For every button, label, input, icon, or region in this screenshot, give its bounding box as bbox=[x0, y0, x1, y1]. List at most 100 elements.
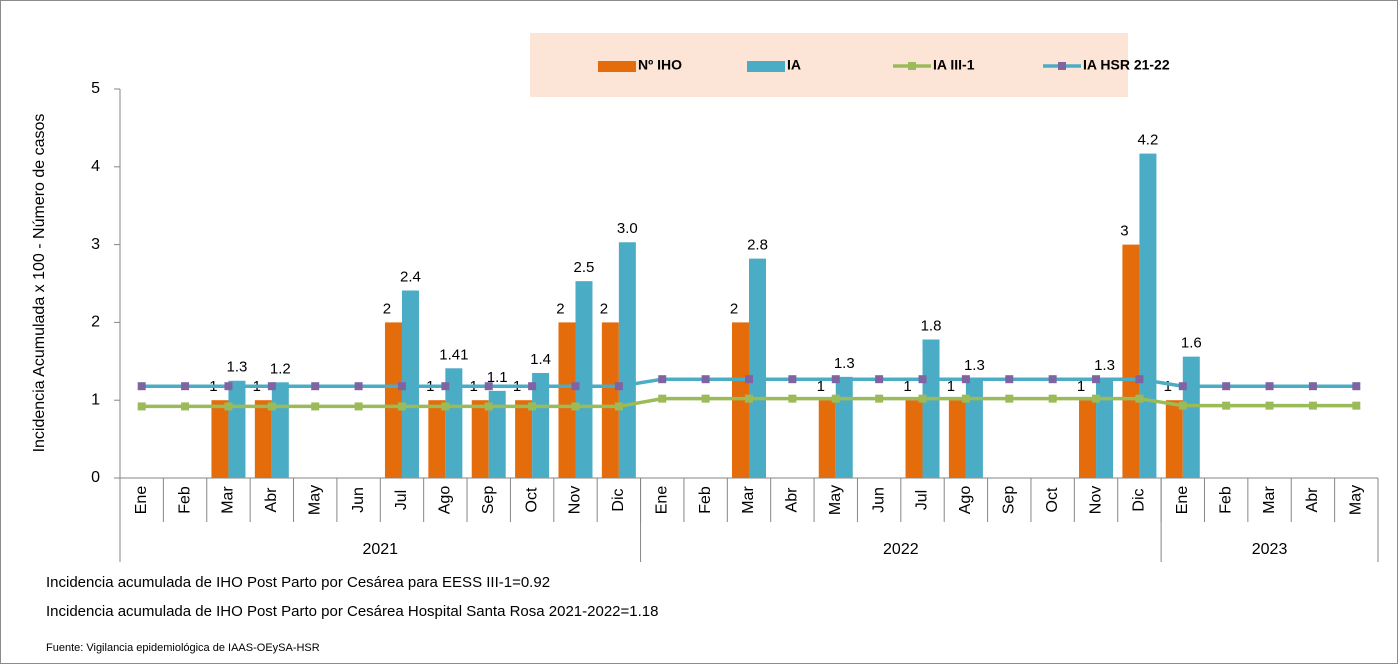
line-marker bbox=[961, 394, 970, 403]
group-label: 2023 bbox=[1252, 541, 1288, 558]
bar bbox=[1165, 400, 1183, 478]
line-marker bbox=[267, 402, 276, 411]
line-marker bbox=[484, 402, 493, 411]
line-marker bbox=[224, 382, 233, 391]
x-tick-label: Nov bbox=[1087, 486, 1104, 514]
line-marker bbox=[1265, 401, 1274, 410]
y-tick-label: 1 bbox=[91, 391, 100, 408]
bar bbox=[601, 322, 619, 478]
x-tick-label: May bbox=[827, 485, 844, 515]
line-marker bbox=[397, 382, 406, 391]
line-marker bbox=[1222, 401, 1231, 410]
bar bbox=[384, 322, 402, 478]
data-label: 1.2 bbox=[270, 360, 291, 377]
line-marker bbox=[224, 402, 233, 411]
y-tick-label: 2 bbox=[91, 314, 100, 331]
x-tick-label: Mar bbox=[220, 486, 237, 514]
line-marker bbox=[658, 375, 667, 384]
x-tick-label: Abr bbox=[263, 487, 280, 513]
line-marker bbox=[1005, 375, 1014, 384]
data-label: 1 bbox=[903, 378, 911, 395]
y-tick-label: 0 bbox=[91, 469, 100, 486]
x-tick-label: Feb bbox=[697, 486, 714, 514]
line-marker bbox=[875, 375, 884, 384]
line-marker bbox=[441, 382, 450, 391]
x-tick-label: Ene bbox=[1174, 486, 1191, 515]
x-tick-label: Jun bbox=[350, 487, 367, 513]
line-marker bbox=[745, 394, 753, 403]
line-marker bbox=[267, 382, 276, 391]
bar bbox=[948, 400, 966, 478]
data-label: 2 bbox=[730, 300, 738, 317]
line-marker bbox=[831, 394, 840, 403]
legend-marker bbox=[908, 62, 916, 70]
bar bbox=[922, 339, 940, 478]
line-marker bbox=[1352, 401, 1361, 410]
bar bbox=[445, 368, 463, 478]
line-marker bbox=[484, 382, 493, 391]
source: Fuente: Vigilancia epidemiológica de IAA… bbox=[46, 642, 320, 654]
data-label: 2.4 bbox=[400, 268, 421, 285]
x-tick-label: Ago bbox=[957, 486, 974, 515]
x-tick-label: Ene bbox=[133, 486, 150, 515]
bar bbox=[254, 400, 272, 478]
bar bbox=[471, 400, 489, 478]
bar bbox=[532, 372, 550, 478]
legend-swatch bbox=[598, 61, 636, 72]
x-tick-label: Abr bbox=[1304, 487, 1321, 513]
data-label: 3.0 bbox=[617, 220, 638, 237]
y-tick-label: 4 bbox=[91, 158, 100, 175]
data-label: 1.3 bbox=[1094, 357, 1115, 374]
bar bbox=[228, 380, 246, 478]
line-marker bbox=[788, 375, 797, 384]
x-tick-label: Nov bbox=[567, 486, 584, 514]
line-marker bbox=[918, 375, 927, 384]
line-marker bbox=[1222, 382, 1231, 391]
data-label: 2.8 bbox=[747, 237, 768, 254]
data-label: 1.1 bbox=[487, 369, 508, 386]
line-marker bbox=[614, 402, 623, 411]
line-marker bbox=[1308, 382, 1317, 391]
legend-swatch bbox=[747, 61, 785, 72]
x-tick-label: Oct bbox=[1044, 487, 1061, 512]
line-marker bbox=[1092, 375, 1101, 384]
data-label: 1 bbox=[1077, 378, 1085, 395]
data-label: 1.6 bbox=[1181, 335, 1202, 352]
line-marker bbox=[1048, 394, 1057, 403]
line-marker bbox=[1308, 401, 1317, 410]
line-marker bbox=[961, 375, 970, 384]
note: Incidencia acumulada de IHO Post Parto p… bbox=[46, 574, 550, 591]
line-marker bbox=[788, 394, 797, 403]
bar bbox=[488, 390, 506, 478]
line-marker bbox=[181, 402, 190, 411]
x-tick-label: Abr bbox=[784, 487, 801, 513]
data-label: 1.41 bbox=[439, 346, 468, 363]
line-marker bbox=[701, 394, 710, 403]
bar bbox=[575, 281, 593, 478]
x-tick-label: Jun bbox=[870, 487, 887, 513]
line-marker bbox=[701, 375, 710, 384]
bar bbox=[1139, 153, 1157, 478]
x-tick-label: Dic bbox=[610, 488, 627, 511]
line-marker bbox=[571, 402, 580, 411]
x-tick-label: Mar bbox=[740, 486, 757, 514]
x-tick-label: Dic bbox=[1131, 488, 1148, 511]
data-label: 1 bbox=[947, 378, 955, 395]
x-tick-label: May bbox=[306, 485, 323, 515]
line-marker bbox=[658, 394, 667, 403]
x-tick-label: Feb bbox=[176, 486, 193, 514]
line-marker bbox=[311, 382, 320, 391]
bar bbox=[749, 258, 766, 478]
bar bbox=[965, 379, 983, 478]
bar bbox=[618, 242, 636, 478]
line-marker bbox=[918, 394, 927, 403]
line-marker bbox=[354, 402, 363, 411]
line-marker bbox=[875, 394, 884, 403]
data-label: 1 bbox=[817, 378, 825, 395]
x-tick-label: Jul bbox=[914, 490, 931, 510]
legend-marker bbox=[1058, 62, 1066, 70]
y-tick-label: 3 bbox=[91, 236, 100, 253]
x-tick-label: Mar bbox=[1261, 486, 1278, 514]
line-marker bbox=[1005, 394, 1014, 403]
x-tick-label: Ago bbox=[437, 486, 454, 515]
